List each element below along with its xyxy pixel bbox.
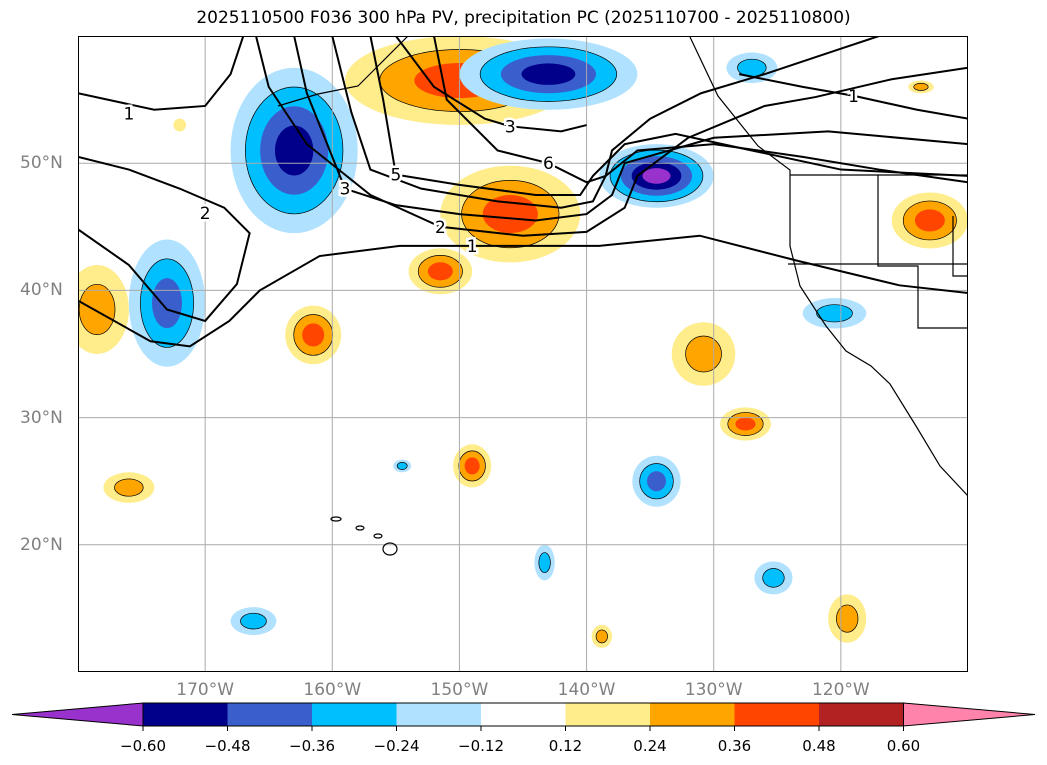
precip-shade-level (151, 278, 183, 329)
pv-contour-line (738, 73, 968, 120)
precip-shade-level (240, 612, 267, 630)
coastlines (277, 36, 968, 556)
colorbar-tick-label: 0.48 (802, 737, 836, 755)
alaska-coastline (277, 36, 409, 107)
colorbar-extend-min (11, 702, 144, 727)
precip-shading (78, 36, 968, 648)
precip-shade-level (595, 629, 608, 644)
precip-shade-level (914, 209, 945, 232)
state-border (877, 175, 968, 329)
chart-title: 2025110500 F036 300 hPa PV, precipitatio… (196, 8, 851, 28)
pv-contour-line (395, 36, 587, 133)
colorbar-tick-label: −0.12 (458, 737, 504, 755)
precip-shade-level (913, 82, 929, 91)
pv-contour-line (369, 36, 968, 196)
colorbar-segment (481, 703, 566, 726)
precip-shade-level (521, 63, 576, 85)
precip-shade-level (762, 568, 785, 588)
north-america-coastline (689, 36, 968, 497)
colorbar-tick-label: 0.36 (717, 737, 752, 755)
colorbar-tick-label: −0.60 (120, 737, 166, 755)
colorbar-extend-max (903, 702, 1036, 727)
contour-label: 2 (435, 218, 446, 238)
contour-label: 1 (848, 87, 859, 107)
contour-label: 3 (505, 117, 516, 137)
contour-label: 3 (340, 180, 351, 200)
precip-shade-level (173, 118, 187, 132)
lat-tick-label: 30°N (20, 407, 63, 428)
lat-tick-label: 40°N (20, 280, 63, 301)
colorbar-segment (312, 703, 397, 726)
precip-shade-level (396, 461, 408, 470)
colorbar-tick-label: −0.36 (289, 737, 335, 755)
map-plot-area: 1 1 1 2 2 3 3 5 6 (78, 36, 968, 672)
lon-tick-label: 150°W (430, 680, 489, 700)
precip-shade-level (302, 323, 325, 347)
colorbar-segment (396, 703, 481, 726)
colorbar-tick-label: −0.48 (204, 737, 251, 755)
colorbar-segment (565, 703, 650, 726)
pv-contour-line (433, 36, 880, 184)
lat-tick-label: 50°N (20, 153, 63, 174)
colorbar-tick-label: 0.24 (633, 737, 667, 755)
lat-tick-label: 20°N (20, 534, 63, 555)
hawaii-island (382, 542, 398, 556)
contour-label: 1 (467, 237, 478, 257)
lon-tick-label: 160°W (303, 680, 362, 700)
pv-contour-line (78, 155, 251, 323)
colorbar-segment (650, 703, 735, 726)
colorbar-tick-label: −0.24 (373, 737, 420, 755)
colorbar-segment (819, 703, 904, 726)
colorbar-segment (734, 703, 819, 726)
pv-contours: 1 1 1 2 2 3 3 5 6 (78, 36, 968, 348)
lon-tick-label: 140°W (557, 680, 616, 700)
precip-shade-level (685, 335, 722, 373)
contour-label: 5 (390, 166, 401, 186)
contour-label: 1 (123, 105, 134, 125)
colorbar-tick-label: 0.12 (548, 737, 583, 755)
precip-shade-level (464, 457, 480, 475)
lon-tick-label: 170°W (176, 680, 235, 700)
pv-contour-line (78, 234, 968, 348)
pv-contour-line (331, 36, 968, 209)
colorbar-frame (142, 702, 904, 727)
pv-contour-line (255, 36, 968, 237)
lon-tick-label: 120°W (811, 680, 870, 700)
pv-contour-line (293, 36, 968, 222)
pv-contour-line (78, 36, 245, 111)
colorbar-tick-label: 0.60 (886, 737, 921, 755)
precip-shade-level (427, 262, 453, 281)
state-border (952, 216, 968, 277)
precip-shade-level (78, 283, 116, 335)
precip-shade-level (642, 168, 671, 184)
colorbar-segment (143, 703, 228, 726)
contour-label: 2 (200, 204, 211, 224)
gridlines (78, 36, 968, 672)
contour-label: 6 (543, 154, 554, 174)
precip-shade-level (836, 604, 859, 633)
precip-shade-level (538, 552, 551, 574)
precip-shade-level (646, 471, 667, 492)
hawaii-island (373, 533, 383, 539)
precip-shade-level (114, 478, 144, 497)
hawaii-island (330, 516, 342, 522)
precip-shade-level (735, 417, 756, 431)
plot-frame (78, 36, 968, 672)
precip-shade-level (816, 304, 853, 323)
hawaii-island (355, 525, 365, 531)
precip-shade-level (274, 125, 314, 176)
lon-tick-label: 130°W (684, 680, 743, 700)
colorbar-segment (227, 703, 312, 726)
colorbar (11, 702, 1036, 731)
